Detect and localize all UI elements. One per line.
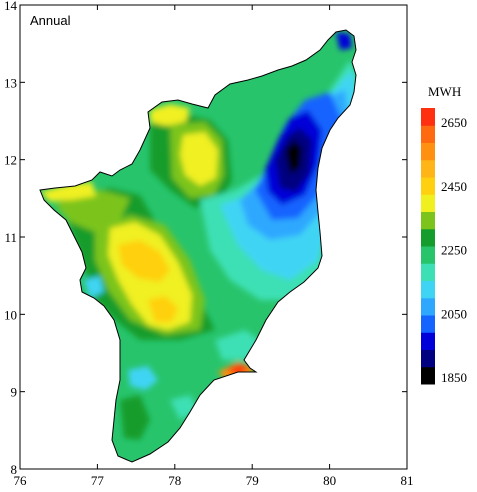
colorbar [421, 108, 435, 385]
contour-patch-cyan-south-1 [128, 366, 158, 390]
y-tick-label: 14 [4, 0, 18, 13]
colorbar-swatch [421, 349, 435, 368]
colorbar-label: 2450 [441, 179, 467, 194]
colorbar-swatch [421, 142, 435, 161]
y-tick-label: 9 [11, 385, 18, 400]
contour-high-yellow-western-tip [40, 182, 96, 202]
y-axis: 8 9 10 11 12 13 14 [4, 0, 407, 477]
colorbar-label: 2650 [441, 115, 467, 130]
contour-high-yellow-north [180, 132, 218, 186]
contour-patch-cyan-south-2 [84, 276, 104, 298]
x-axis: 76 77 78 79 80 81 [14, 5, 414, 488]
x-tick-label: 79 [246, 473, 259, 488]
contour-high-orange-core-1 [118, 240, 170, 282]
colorbar-swatch [421, 297, 435, 316]
x-tick-label: 80 [323, 473, 336, 488]
y-tick-label: 12 [4, 153, 17, 168]
colorbar-swatch [421, 366, 435, 385]
colorbar-label: 2250 [441, 243, 467, 258]
y-tick-label: 8 [11, 462, 18, 477]
colorbar-swatch [421, 125, 435, 143]
contour-high-yellow-northwest [150, 104, 190, 126]
contour-band-light-green-west [55, 190, 130, 232]
colorbar-swatch [421, 332, 435, 350]
colorbar-swatch [421, 194, 435, 212]
colorbar-swatch [421, 315, 435, 333]
colorbar-swatch [421, 108, 435, 126]
y-tick-label: 10 [4, 307, 17, 322]
x-tick-label: 76 [14, 473, 28, 488]
colorbar-swatch [421, 211, 435, 230]
y-tick-label: 13 [4, 75, 17, 90]
contour-low-black-core [285, 140, 302, 174]
colorbar-swatch [421, 246, 435, 264]
contour-high-orange-core-2 [148, 296, 178, 322]
x-tick-label: 77 [91, 473, 105, 488]
colorbar-swatch [421, 280, 435, 299]
colorbar-unit-label: MWH [428, 84, 461, 99]
contour-hot-spot-core [226, 364, 250, 375]
colorbar-labels: 2650 2450 2250 2050 1850 [441, 115, 467, 385]
y-tick-label: 11 [4, 230, 17, 245]
colorbar-label: 2050 [441, 306, 467, 321]
colorbar-swatch [421, 228, 435, 247]
state-outline [39, 29, 357, 463]
map-title: Annual [30, 13, 71, 28]
colorbar-label: 1850 [441, 370, 467, 385]
colorbar-swatch [421, 263, 435, 281]
x-tick-label: 78 [168, 473, 181, 488]
colorbar-swatch [421, 159, 435, 178]
contour-patch-dark-green-south [120, 395, 150, 440]
colorbar-swatch [421, 177, 435, 195]
x-tick-label: 81 [401, 473, 414, 488]
contour-low-blue-tip [336, 32, 352, 50]
